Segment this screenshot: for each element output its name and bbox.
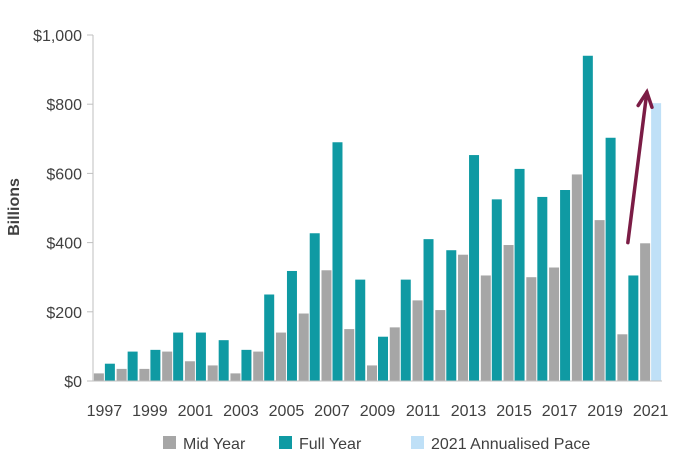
bar-full-year-2016 [537, 196, 548, 381]
x-tick-label: 2011 [406, 403, 441, 420]
x-tick-label: 2017 [542, 403, 578, 420]
bar-mid-year-2018 [571, 174, 582, 381]
bar-full-year-2011 [423, 239, 434, 381]
bar-mid-year-2004 [253, 351, 264, 381]
y-tick-label: $800 [46, 97, 82, 114]
bar-full-year-2000 [173, 332, 184, 381]
bar-mid-year-2005 [275, 332, 286, 381]
bar-full-year-2007 [332, 142, 343, 381]
bar-2021-annualised-pace-2021 [651, 103, 662, 382]
x-tick-label: 2005 [269, 403, 305, 420]
bar-mid-year-2021 [640, 243, 651, 381]
x-tick-label: 2021 [633, 403, 669, 420]
bar-mid-year-2008 [344, 329, 355, 381]
bar-mid-year-2013 [458, 254, 469, 381]
bar-mid-year-2000 [162, 351, 173, 381]
x-tick-label: 2003 [223, 403, 259, 420]
bar-full-year-2014 [491, 199, 502, 381]
bar-mid-year-1997 [93, 373, 104, 381]
bar-mid-year-2003 [230, 373, 241, 381]
bar-full-year-1997 [104, 363, 115, 381]
x-tick-label: 2019 [587, 403, 623, 420]
bar-full-year-2004 [264, 294, 275, 381]
annotation-arrow [626, 88, 654, 245]
legend-swatch-1 [163, 436, 176, 449]
y-axis-label: Billions [6, 178, 23, 236]
y-tick-label: $600 [46, 166, 82, 183]
bar-mid-year-2019 [594, 220, 605, 381]
x-tick-label: 2015 [496, 403, 532, 420]
x-tick-label: 2007 [314, 403, 350, 420]
bar-full-year-2005 [286, 270, 297, 381]
y-tick-label: $200 [46, 305, 82, 322]
bar-mid-year-1998 [116, 368, 127, 381]
bar-mid-year-2010 [389, 327, 400, 381]
bar-mid-year-2014 [480, 275, 491, 381]
y-tick-label: $0 [64, 374, 82, 391]
x-tick-label: 2001 [178, 403, 214, 420]
bar-mid-year-2017 [549, 267, 560, 381]
legend-label-1: Mid Year [183, 436, 246, 453]
bar-mid-year-2007 [321, 270, 332, 381]
y-tick-label: $1,000 [33, 28, 82, 45]
annotation-arrow-shaft [626, 90, 649, 245]
legend-label-2: Full Year [299, 436, 362, 453]
bar-full-year-2006 [309, 233, 320, 381]
bar-mid-year-2006 [298, 313, 309, 381]
x-tick-label: 1999 [132, 403, 168, 420]
bar-full-year-2009 [378, 336, 388, 381]
bar-full-year-2020 [628, 275, 639, 381]
x-tick-label: 2009 [360, 403, 396, 420]
bar-full-year-2002 [218, 340, 229, 381]
bar-full-year-2015 [514, 168, 525, 381]
bar-mid-year-2016 [526, 277, 537, 381]
bar-full-year-2008 [355, 279, 366, 381]
bar-mid-year-2002 [207, 365, 218, 381]
bar-full-year-2017 [560, 190, 571, 381]
bar-full-year-2010 [400, 279, 411, 381]
legend-label-3: 2021 Annualised Pace [431, 436, 590, 453]
x-tick-label: 1997 [87, 403, 123, 420]
bar-full-year-2012 [446, 250, 457, 381]
legend-swatch-2 [279, 436, 292, 449]
bar-mid-year-2009 [367, 365, 377, 381]
bar-full-year-1998 [127, 351, 138, 381]
annotation-arrow-head [636, 88, 654, 110]
bar-full-year-1999 [150, 349, 161, 381]
legend: Mid Year Full Year 2021 Annualised Pace [163, 436, 590, 453]
x-axis-ticks: 1997 1999 2001 2003 2005 2007 2009 2011 2013 2015… [87, 403, 669, 420]
y-tick-label: $400 [46, 236, 82, 253]
y-axis-ticks: $0 $200 $400 $600 $800 $1,000 [33, 28, 93, 391]
bar-mid-year-2001 [184, 361, 195, 381]
bars [93, 55, 662, 382]
bar-mid-year-2020 [617, 334, 628, 381]
bar-full-year-2019 [605, 137, 616, 381]
bar-mid-year-1999 [139, 368, 150, 381]
bar-mid-year-2011 [412, 300, 423, 381]
bar-full-year-2013 [469, 155, 480, 381]
bar-mid-year-2015 [503, 245, 514, 381]
bar-full-year-2003 [241, 349, 252, 381]
bar-full-year-2001 [195, 332, 206, 381]
bar-mid-year-2012 [435, 310, 446, 381]
x-tick-label: 2013 [451, 403, 487, 420]
legend-swatch-3 [411, 436, 424, 449]
bar-full-year-2018 [582, 55, 593, 381]
